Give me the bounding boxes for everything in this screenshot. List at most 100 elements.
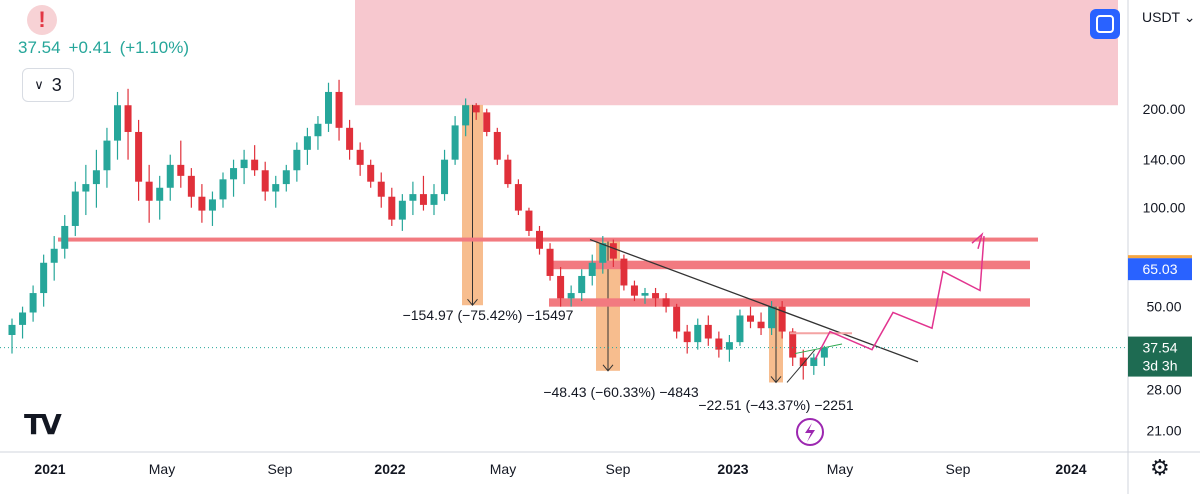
candle-body bbox=[588, 262, 596, 276]
candle-body bbox=[567, 293, 575, 299]
candle-body bbox=[198, 196, 206, 211]
gear-icon[interactable]: ⚙ bbox=[1150, 455, 1170, 480]
x-tick-label: Sep bbox=[606, 461, 631, 477]
candle-body bbox=[208, 199, 216, 211]
price-label-65 bbox=[1128, 258, 1192, 281]
candle-body bbox=[768, 306, 776, 329]
candle-body bbox=[82, 184, 90, 192]
candle-body bbox=[293, 149, 301, 171]
currency-selector[interactable]: USDT ⌄ bbox=[1142, 9, 1195, 26]
candle-body bbox=[61, 225, 69, 249]
y-tick-label: 50.00 bbox=[1146, 299, 1181, 315]
candle-body bbox=[462, 105, 470, 126]
candle-body bbox=[609, 243, 617, 259]
candle-body bbox=[398, 200, 406, 220]
candle-body bbox=[356, 149, 364, 165]
candle-body bbox=[92, 170, 100, 185]
candle-body bbox=[177, 164, 185, 176]
candle-body bbox=[50, 248, 58, 263]
chevron-down-icon: ⌄ bbox=[1183, 9, 1196, 25]
candle-body bbox=[652, 293, 660, 299]
candle-body bbox=[789, 331, 797, 358]
candle-body bbox=[810, 357, 818, 366]
candle-body bbox=[757, 321, 765, 329]
fullscreen-icon[interactable] bbox=[1090, 9, 1120, 39]
candle-body bbox=[8, 324, 16, 335]
indicators-collapse-button[interactable]: ∨ 3 bbox=[22, 68, 74, 102]
candle-body bbox=[346, 127, 354, 150]
resistance-line bbox=[58, 237, 1038, 242]
candle-body bbox=[546, 248, 554, 276]
measurement-label: −48.43 (−60.33%) −4843 bbox=[543, 384, 699, 400]
y-tick-label: 21.00 bbox=[1146, 423, 1181, 439]
price-change-pct: (+1.10%) bbox=[119, 38, 190, 57]
candle-body bbox=[578, 275, 586, 294]
alert-icon[interactable]: ! bbox=[27, 5, 57, 35]
price-change: +0.41 bbox=[68, 38, 112, 57]
candle-body bbox=[272, 184, 280, 192]
candle-body bbox=[219, 179, 227, 200]
y-tick-label: 100.00 bbox=[1143, 200, 1186, 216]
indicator-count: 3 bbox=[51, 74, 62, 95]
candle-body bbox=[799, 357, 807, 366]
resistance-band bbox=[547, 260, 1030, 270]
candle-body bbox=[419, 194, 427, 205]
y-tick-label: 28.00 bbox=[1146, 381, 1181, 397]
candle-body bbox=[599, 243, 607, 263]
candle-body bbox=[166, 164, 174, 188]
candle-body bbox=[377, 181, 385, 197]
candle-body bbox=[251, 159, 259, 171]
candle-body bbox=[303, 136, 311, 150]
candle-body bbox=[103, 140, 111, 171]
candle-body bbox=[325, 91, 332, 124]
x-tick-label: May bbox=[827, 461, 853, 477]
candle-body bbox=[261, 170, 269, 192]
measure-arrowhead bbox=[602, 364, 614, 372]
candle-body bbox=[282, 170, 290, 185]
supply-zone bbox=[355, 0, 1118, 106]
candle-body bbox=[240, 159, 248, 169]
candle-body bbox=[694, 324, 702, 343]
x-tick-label: May bbox=[490, 461, 516, 477]
countdown-label: 3d 3h bbox=[1142, 358, 1177, 374]
candle-body bbox=[536, 230, 543, 249]
measure-arrowhead bbox=[770, 376, 782, 384]
x-tick-label: 2023 bbox=[717, 461, 748, 477]
candle-body bbox=[725, 342, 733, 350]
x-tick-label: 2021 bbox=[34, 461, 65, 477]
measurement-label: −154.97 (−75.42%) −15497 bbox=[403, 307, 574, 323]
candle-body bbox=[778, 306, 786, 332]
candle-body bbox=[71, 191, 79, 226]
x-tick-label: May bbox=[149, 461, 175, 477]
price-summary: 37.54 +0.41 (+1.10%) bbox=[18, 38, 197, 58]
candle-body bbox=[335, 91, 343, 128]
projection-arrowhead bbox=[971, 232, 984, 249]
x-tick-label: 2022 bbox=[374, 461, 405, 477]
candle-body bbox=[620, 258, 628, 286]
target-line bbox=[794, 343, 843, 355]
candle-body bbox=[230, 168, 238, 180]
candle-body bbox=[630, 285, 638, 296]
x-tick-label: Sep bbox=[946, 461, 971, 477]
chevron-down-icon: ∨ bbox=[34, 77, 44, 92]
trendline bbox=[589, 238, 919, 363]
candle-body bbox=[493, 131, 501, 160]
candle-body bbox=[747, 315, 754, 322]
projection-path bbox=[814, 235, 985, 360]
candle-body bbox=[135, 131, 143, 182]
price-label-current bbox=[1128, 336, 1192, 377]
wedge-line bbox=[786, 349, 816, 383]
candle-body bbox=[820, 347, 828, 358]
candle-body bbox=[673, 306, 681, 332]
candle-body bbox=[483, 112, 491, 132]
x-tick-label: Sep bbox=[268, 461, 293, 477]
resistance-band bbox=[549, 298, 1030, 307]
candle-body bbox=[441, 159, 449, 195]
candle-body bbox=[641, 293, 649, 296]
measure-arrowhead bbox=[467, 298, 478, 307]
candle-body bbox=[704, 324, 712, 339]
candle-body bbox=[715, 338, 723, 350]
candle-body bbox=[472, 105, 480, 113]
candle-body bbox=[40, 262, 48, 294]
